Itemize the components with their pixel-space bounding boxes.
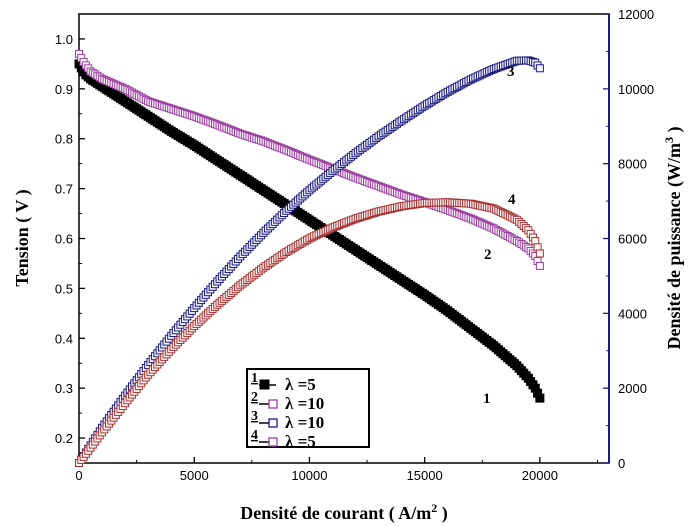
y-left-tick-label: 0.6	[55, 232, 73, 247]
legend-marker-open-square	[268, 418, 278, 428]
legend-item-3: 3 λ =10	[251, 409, 324, 432]
legend-text-4: λ =5	[285, 432, 316, 451]
y-left-tick-label: 0.8	[55, 132, 73, 147]
y-left-tick-label: 0.9	[55, 82, 73, 97]
y-right-tick-label: 8000	[618, 157, 647, 172]
y-right-tick-label: 10000	[618, 82, 654, 97]
legend-text-1: λ =5	[285, 375, 316, 394]
legend-marker-filled-square	[259, 379, 270, 390]
curve-label-4: 4	[508, 192, 516, 208]
series-2-point	[535, 261, 544, 270]
legend-num-1: 1	[251, 371, 258, 386]
series-layer	[74, 49, 545, 467]
curve-label-1: 1	[483, 391, 491, 407]
legend-text-2: λ =10	[285, 394, 324, 413]
right-y-axis-title: Densité de puissance (W/m3 )	[662, 127, 685, 350]
y-left-tick-label: 0.5	[55, 281, 73, 296]
legend-num-3: 3	[251, 409, 258, 424]
x-axis-ticks: 0 5000 10000 15000 20000	[75, 457, 598, 483]
x-tick-label: 0	[75, 468, 82, 483]
y-right-tick-label: 2000	[618, 381, 647, 396]
legend-item-2: 2 λ =10	[251, 390, 324, 413]
x-tick-label: 20000	[522, 468, 558, 483]
series-1-point	[535, 393, 545, 403]
x-tick-label: 10000	[291, 468, 327, 483]
y-left-tick-label: 0.3	[55, 381, 73, 396]
legend: 1 λ =5 2 λ =10 3 λ =10 4 λ =5	[246, 368, 370, 451]
legend-marker-open-square	[268, 399, 278, 409]
y-right-tick-label: 0	[618, 456, 625, 471]
series-3-point	[535, 64, 544, 73]
series-4-point	[535, 249, 544, 258]
series-4	[75, 198, 544, 467]
x-tick-label: 15000	[407, 468, 443, 483]
legend-text-3: λ =10	[285, 413, 324, 432]
y-right-tick-label: 6000	[618, 232, 647, 247]
y-right-tick-label: 12000	[618, 7, 654, 22]
right-y-axis-ticks: 0 2000 4000 6000 8000 10000 12000	[603, 7, 654, 471]
y-left-tick-label: 0.2	[55, 431, 73, 446]
series-2	[75, 49, 544, 270]
left-y-axis-ticks: 0.2 0.3 0.4 0.5 0.6 0.7 0.8 0.9 1.0	[55, 13, 85, 446]
series-1	[74, 59, 545, 403]
left-y-axis-title: Tension ( V )	[12, 189, 33, 286]
curve-label-2: 2	[484, 247, 492, 263]
x-tick-label: 5000	[180, 468, 209, 483]
y-left-tick-label: 1.0	[55, 32, 73, 47]
curve-label-3: 3	[507, 64, 515, 80]
y-right-tick-label: 4000	[618, 306, 647, 321]
x-axis-title: Densité de courant ( A/m2 )	[240, 501, 447, 524]
y-left-tick-label: 0.4	[55, 331, 73, 346]
legend-num-4: 4	[251, 428, 258, 443]
legend-marker-open-square	[268, 437, 278, 447]
legend-item-1: 1 λ =5	[251, 371, 316, 394]
y-left-tick-label: 0.7	[55, 182, 73, 197]
legend-item-4: 4 λ =5	[251, 428, 316, 451]
legend-num-2: 2	[251, 390, 258, 405]
